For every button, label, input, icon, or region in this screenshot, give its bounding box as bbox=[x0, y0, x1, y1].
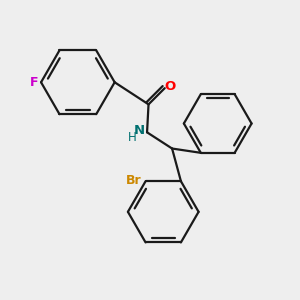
Text: H: H bbox=[128, 131, 137, 144]
Text: Br: Br bbox=[125, 174, 141, 187]
Text: F: F bbox=[30, 76, 39, 89]
Text: N: N bbox=[134, 124, 145, 137]
Text: O: O bbox=[164, 80, 175, 94]
